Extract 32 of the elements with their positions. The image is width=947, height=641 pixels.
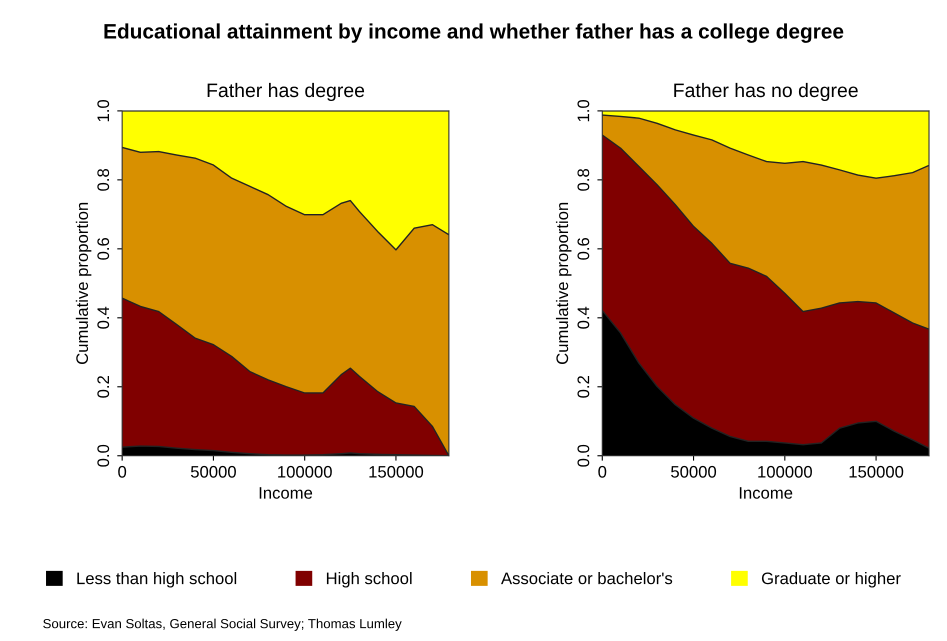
x-axis-title: Income <box>260 487 312 499</box>
x-tick-label: 50000 <box>671 466 716 478</box>
y-tick-label: 0.0 <box>97 444 110 467</box>
legend-label: Associate or bachelor's <box>501 572 672 584</box>
y-tick-label: 0.4 <box>97 306 110 329</box>
y-tick-label: 0.8 <box>577 169 590 191</box>
x-tick-label: 100000 <box>758 466 812 478</box>
y-tick-label: 0.6 <box>97 238 110 260</box>
legend-label: High school <box>326 572 412 588</box>
y-axis-title: Cumulative proportion <box>556 202 572 364</box>
y-tick-label: 0.4 <box>577 306 590 329</box>
y-tick-label: 0.0 <box>577 444 590 467</box>
x-tick-label: 100000 <box>278 466 332 478</box>
x-tick-label: 0 <box>118 466 126 478</box>
legend-label: Graduate or higher <box>762 572 901 588</box>
y-tick-label: 1.0 <box>577 100 590 122</box>
x-axis-title: Income <box>740 487 792 499</box>
y-tick-label: 0.6 <box>577 238 590 260</box>
x-tick-label: 150000 <box>850 466 904 478</box>
x-tick-label: 50000 <box>190 466 236 478</box>
source-note: Source: Evan Soltas, General Social Survey; Thomas Lumley <box>43 618 402 631</box>
y-tick-label: 1.0 <box>97 100 110 122</box>
x-tick-label: 150000 <box>369 466 424 478</box>
text: Educational attainment by income and whether father has a college degree <box>104 23 844 43</box>
y-axis-title: Cumulative proportion <box>76 202 92 364</box>
x-tick-label: 0 <box>598 466 606 478</box>
legend-label: Less than high school <box>77 572 236 588</box>
chart-title: Father has no degree <box>674 82 858 102</box>
y-tick-label: 0.8 <box>97 169 110 191</box>
chart-title: Father has degree <box>208 82 364 102</box>
y-tick-label: 0.2 <box>577 376 590 398</box>
y-tick-label: 0.2 <box>97 376 110 398</box>
